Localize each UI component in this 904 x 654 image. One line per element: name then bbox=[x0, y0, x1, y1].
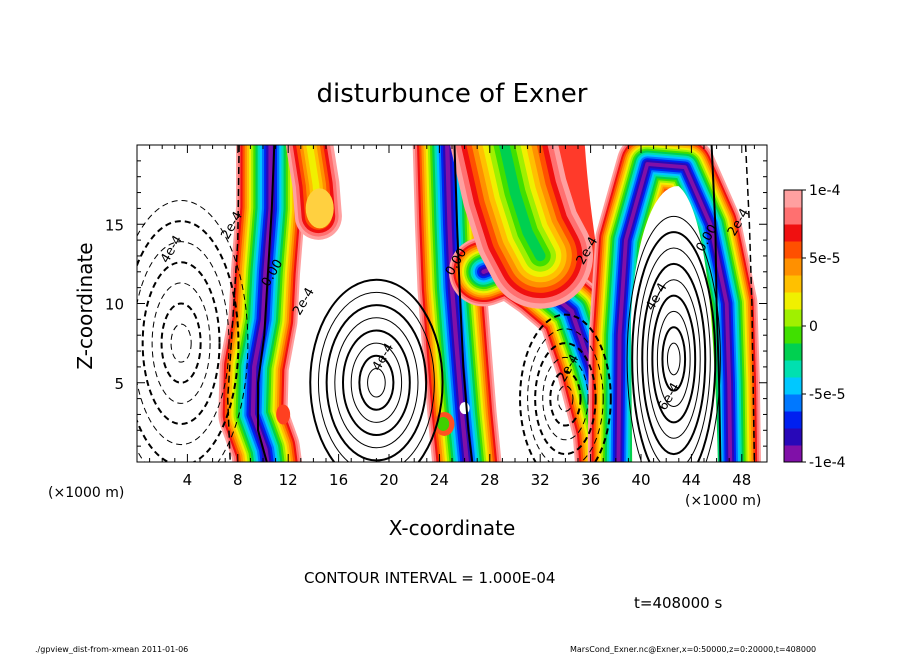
contour-line bbox=[137, 220, 240, 462]
contour-line bbox=[170, 323, 192, 363]
fill-band bbox=[437, 416, 450, 431]
colorbar-swatch bbox=[784, 377, 802, 395]
contour-line bbox=[160, 302, 202, 384]
colorbar-swatch bbox=[784, 275, 802, 293]
y-tick-label: 10 bbox=[105, 296, 124, 314]
contour-line bbox=[534, 342, 597, 456]
contour-line bbox=[744, 145, 756, 462]
contour-line bbox=[453, 145, 474, 462]
contour-lines bbox=[137, 145, 756, 462]
colorbar-swatch bbox=[784, 224, 802, 242]
contour-line bbox=[631, 231, 717, 462]
y-tick-label: 5 bbox=[114, 375, 124, 393]
contour-line bbox=[542, 356, 589, 441]
colorbar-tick-label: -1e-4 bbox=[809, 455, 846, 471]
contour-line bbox=[549, 370, 582, 427]
fill-band bbox=[459, 402, 470, 415]
colorbar-swatch bbox=[784, 445, 802, 463]
fill-band bbox=[250, 145, 273, 462]
contour-line bbox=[309, 278, 444, 462]
footer-left-text: ./gpview_dist-from-xmean 2011-01-06 bbox=[35, 645, 188, 654]
fill-band bbox=[630, 186, 718, 462]
fill-band bbox=[616, 162, 733, 462]
x-unit-label: (×1000 m) bbox=[685, 493, 761, 509]
x-tick-label: 36 bbox=[581, 471, 600, 489]
x-tick-label: 20 bbox=[379, 471, 398, 489]
fill-band bbox=[276, 404, 291, 425]
contour-line bbox=[325, 304, 428, 462]
colorbar-tick-label: 0 bbox=[809, 319, 818, 335]
contour-line bbox=[367, 367, 386, 398]
fill-band bbox=[445, 145, 469, 462]
colorbar-swatch bbox=[784, 190, 802, 208]
colorbar-swatch bbox=[784, 360, 802, 378]
contour-line bbox=[646, 279, 701, 439]
contour-line bbox=[137, 200, 249, 462]
y-tick-label: 15 bbox=[105, 216, 124, 234]
contour-interval-text: CONTOUR INTERVAL = 1.000E-04 bbox=[304, 569, 555, 587]
colorbar-tick-label: 5e-5 bbox=[809, 251, 840, 267]
contour-line bbox=[334, 317, 419, 449]
contour-label: 4e-4 bbox=[158, 233, 186, 266]
contour-line bbox=[137, 241, 230, 446]
colorbar-swatch bbox=[784, 343, 802, 361]
contour-line bbox=[519, 313, 612, 462]
colorbar-tick-label: 1e-4 bbox=[809, 183, 841, 199]
x-tick-label: 48 bbox=[732, 471, 751, 489]
colorbar-swatch bbox=[784, 207, 802, 225]
contour-line bbox=[666, 342, 681, 376]
contour-line bbox=[358, 354, 395, 411]
contour-line bbox=[651, 294, 697, 424]
fill-band bbox=[498, 145, 546, 262]
colorbar-swatch bbox=[784, 411, 802, 429]
contour-line bbox=[527, 328, 604, 462]
contour-line bbox=[710, 145, 722, 462]
contour-line bbox=[342, 329, 411, 437]
x-tick-label: 28 bbox=[480, 471, 499, 489]
contour-line bbox=[226, 145, 240, 462]
y-unit-label: (×1000 m) bbox=[48, 485, 124, 501]
x-axis-label: X-coordinate bbox=[389, 516, 516, 540]
x-tick-label: 8 bbox=[233, 471, 243, 489]
chart-title: disturbunce of Exner bbox=[317, 79, 588, 109]
x-tick-label: 16 bbox=[329, 471, 348, 489]
x-tick-label: 4 bbox=[183, 471, 193, 489]
contour-line bbox=[317, 291, 435, 462]
colorbar-swatch bbox=[784, 394, 802, 412]
colorbar-swatch bbox=[784, 326, 802, 344]
color-fills bbox=[218, 145, 762, 462]
contour-line bbox=[661, 326, 687, 392]
x-tick-label: 40 bbox=[631, 471, 650, 489]
colorbar-swatch bbox=[784, 241, 802, 259]
x-tick-label: 44 bbox=[682, 471, 701, 489]
contour-line bbox=[257, 145, 276, 462]
colorbar-swatch bbox=[784, 292, 802, 310]
contour-line bbox=[350, 342, 403, 423]
contour-line bbox=[636, 247, 711, 462]
contour-line bbox=[141, 261, 221, 425]
fill-band bbox=[305, 188, 334, 229]
time-text: t=408000 s bbox=[634, 594, 722, 612]
colorbar-swatch bbox=[784, 258, 802, 276]
x-tick-label: 12 bbox=[279, 471, 298, 489]
contour-line bbox=[656, 310, 691, 408]
footer-right-text: MarsCond_Exner.nc@Exner,x=0:50000,z=0:20… bbox=[570, 645, 816, 654]
x-tick-label: 32 bbox=[531, 471, 550, 489]
x-tick-label: 24 bbox=[430, 471, 449, 489]
contour-line bbox=[641, 262, 707, 456]
contour-label: 4e-4 bbox=[370, 341, 398, 374]
colorbar-swatch bbox=[784, 428, 802, 446]
colorbar: 1e-4 5e-5 0 -5e-5 -1e-4 bbox=[783, 183, 846, 471]
contour-line bbox=[151, 282, 211, 404]
colorbar-swatch bbox=[784, 309, 802, 327]
contour-line bbox=[557, 385, 574, 412]
colorbar-tick-label: -5e-5 bbox=[809, 387, 846, 403]
y-axis-label: Z-coordinate bbox=[73, 242, 97, 369]
contour-line bbox=[626, 215, 721, 462]
